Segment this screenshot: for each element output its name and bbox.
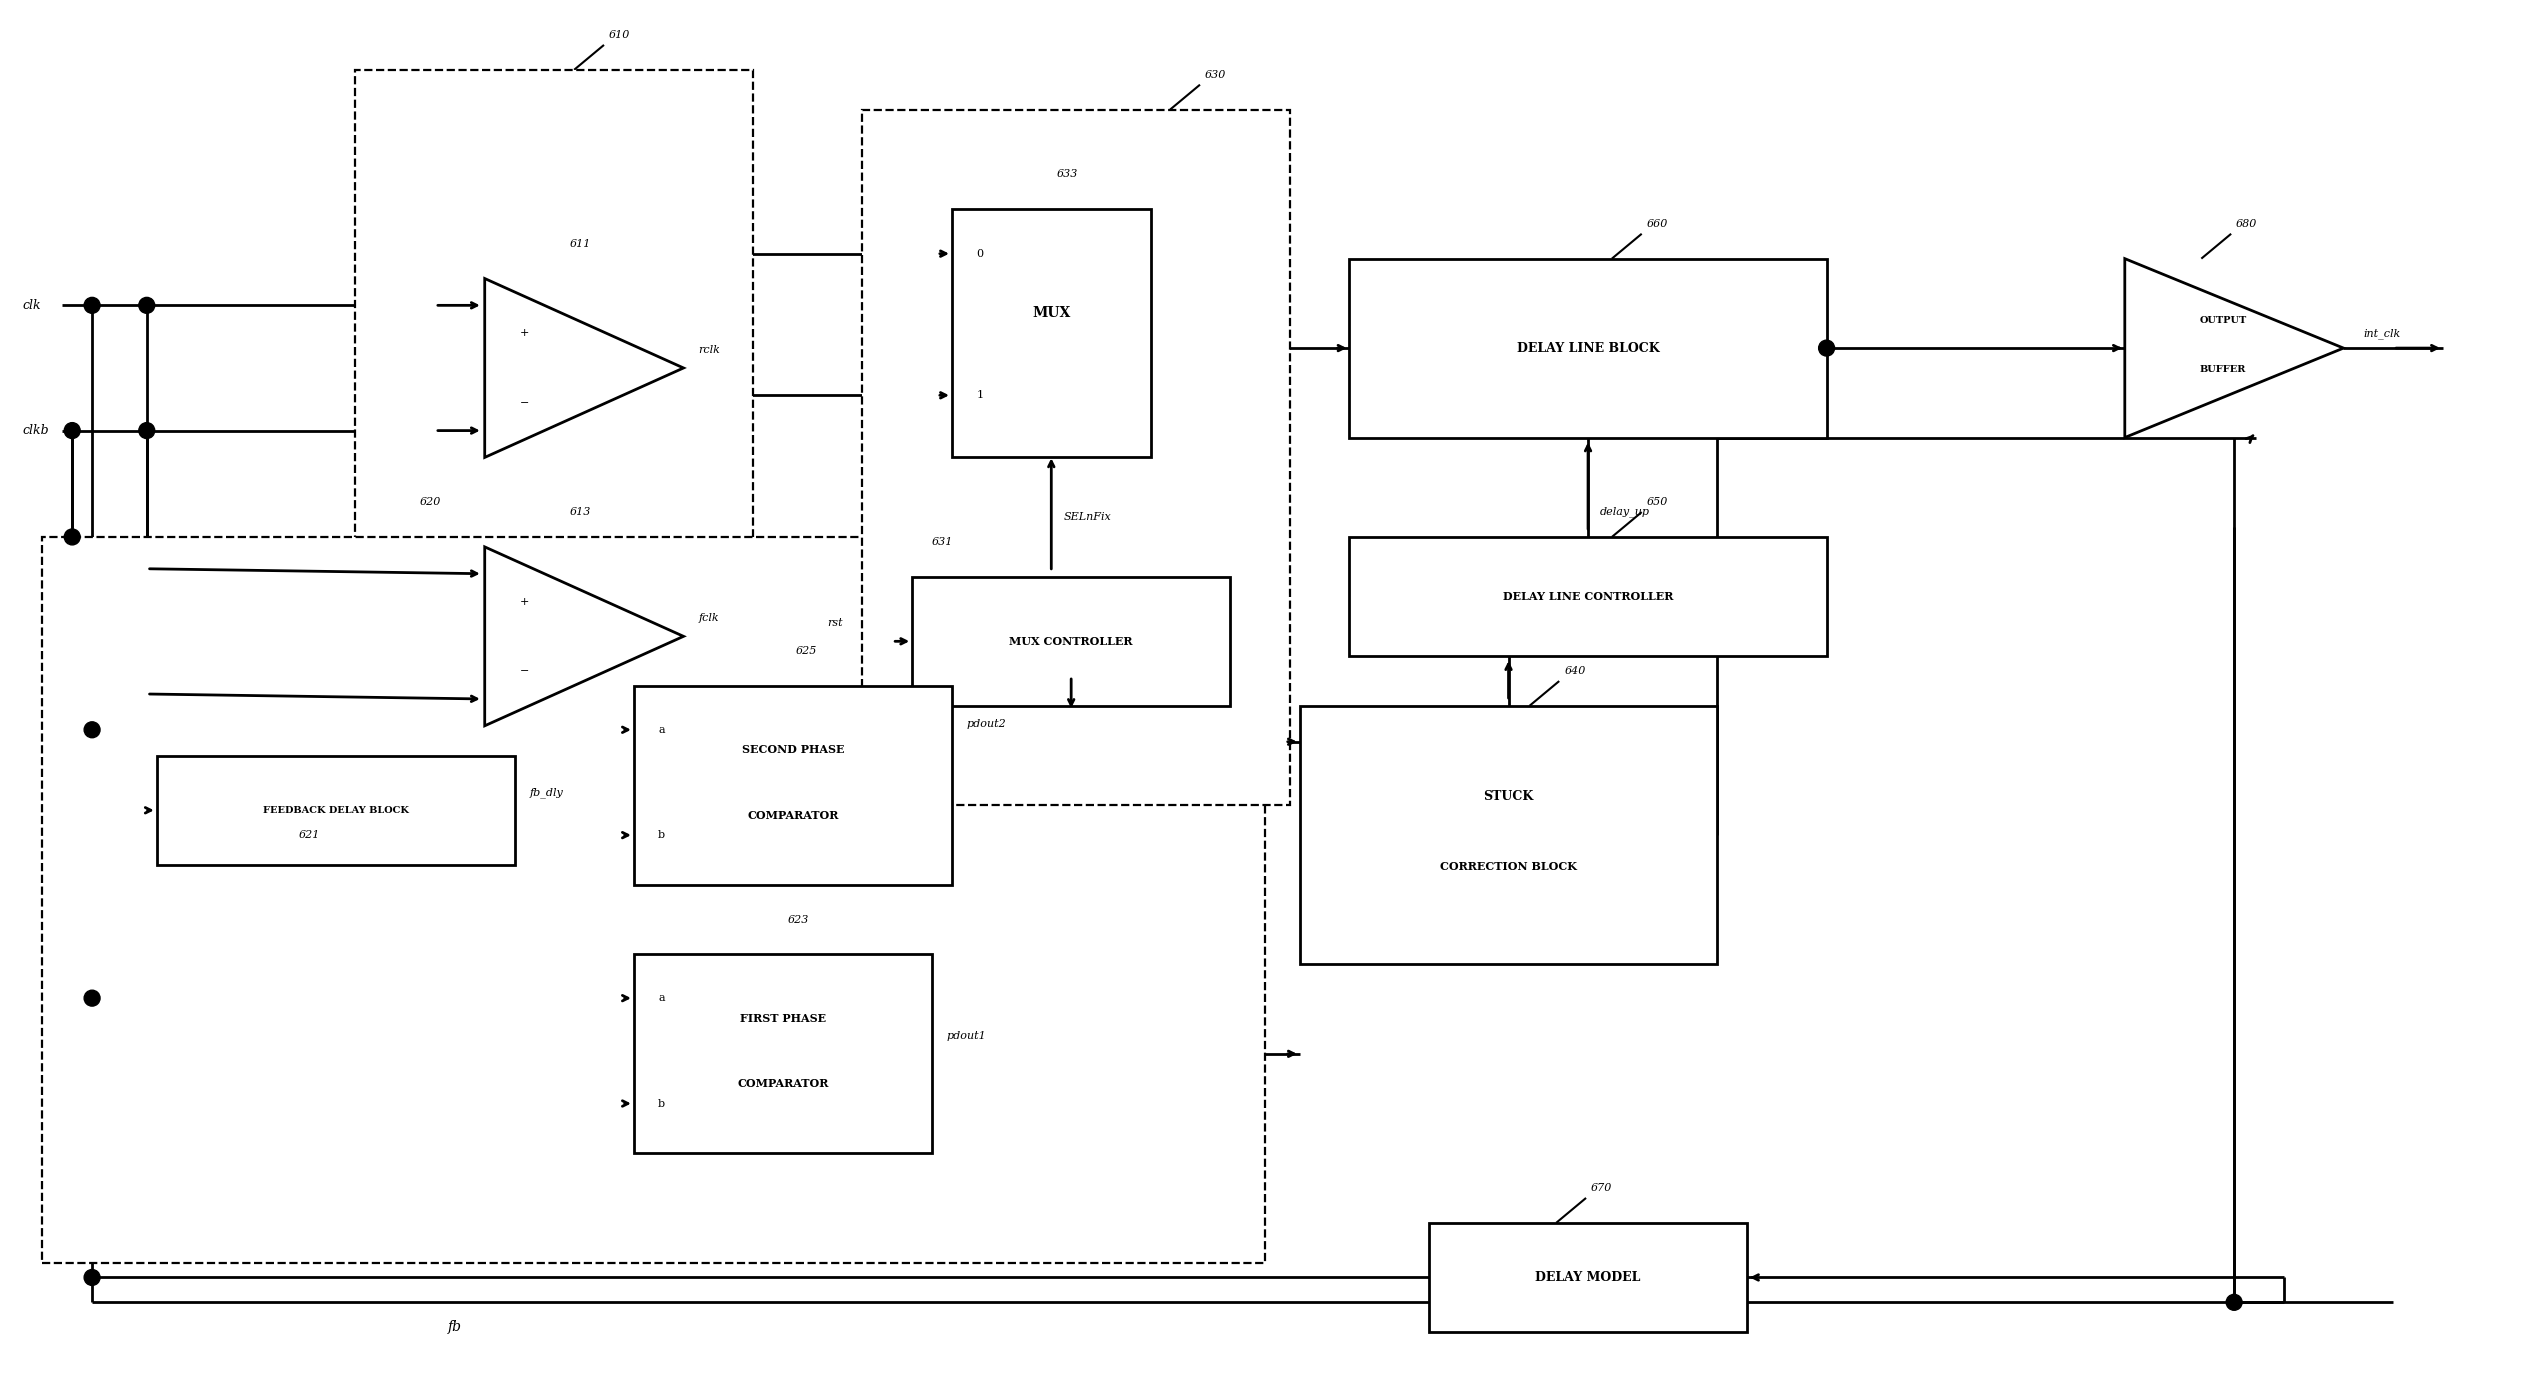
Bar [1429, 1222, 1748, 1332]
Bar [913, 577, 1229, 705]
Text: OUTPUT: OUTPUT [2200, 316, 2246, 324]
Circle shape [83, 298, 101, 313]
Circle shape [63, 529, 81, 545]
Text: int_clk: int_clk [2365, 328, 2400, 338]
Text: STUCK: STUCK [1485, 790, 1533, 802]
Text: pdout1: pdout1 [946, 1031, 986, 1041]
Text: 625: 625 [797, 646, 817, 656]
Text: DELAY LINE CONTROLLER: DELAY LINE CONTROLLER [1502, 590, 1674, 602]
Text: SECOND PHASE: SECOND PHASE [741, 744, 845, 755]
Circle shape [139, 423, 154, 438]
Circle shape [63, 423, 81, 438]
Circle shape [83, 1270, 101, 1285]
Text: MUX: MUX [1032, 306, 1070, 320]
Bar [357, 69, 754, 586]
Circle shape [1818, 340, 1834, 356]
Bar [951, 209, 1151, 457]
Text: b: b [658, 830, 665, 840]
Text: 611: 611 [569, 238, 592, 248]
Text: pdout2: pdout2 [966, 719, 1007, 729]
Bar [862, 109, 1290, 805]
Text: rclk: rclk [698, 345, 721, 355]
Text: SELnFix: SELnFix [1062, 511, 1110, 523]
Text: 0: 0 [976, 248, 984, 259]
Text: 630: 630 [1204, 69, 1227, 80]
Text: 621: 621 [298, 830, 321, 840]
Text: BUFFER: BUFFER [2200, 366, 2246, 374]
Bar [635, 686, 951, 884]
Text: FEEDBACK DELAY BLOCK: FEEDBACK DELAY BLOCK [263, 805, 410, 815]
Text: 631: 631 [933, 536, 953, 547]
Bar [1300, 705, 1717, 965]
Text: CORRECTION BLOCK: CORRECTION BLOCK [1439, 861, 1578, 872]
Text: 680: 680 [2236, 219, 2258, 229]
Bar [43, 536, 1264, 1263]
Text: fclk: fclk [698, 614, 718, 624]
Circle shape [139, 298, 154, 313]
Circle shape [83, 722, 101, 737]
Text: 640: 640 [1565, 667, 1586, 676]
Text: −: − [521, 667, 529, 676]
Text: 650: 650 [1646, 498, 1669, 507]
Text: COMPARATOR: COMPARATOR [738, 1078, 830, 1089]
Text: FIRST PHASE: FIRST PHASE [741, 1013, 827, 1023]
Text: fb: fb [448, 1319, 463, 1335]
Text: COMPARATOR: COMPARATOR [746, 809, 840, 821]
Text: +: + [521, 596, 529, 607]
Text: 1: 1 [976, 391, 984, 401]
Circle shape [2226, 1295, 2243, 1310]
Text: −: − [521, 398, 529, 407]
Text: 670: 670 [1591, 1184, 1614, 1193]
Text: 623: 623 [789, 915, 809, 924]
Bar [1350, 536, 1826, 656]
Text: 613: 613 [569, 507, 592, 517]
Text: 610: 610 [609, 30, 630, 40]
Text: DELAY LINE BLOCK: DELAY LINE BLOCK [1517, 341, 1659, 355]
Text: a: a [658, 725, 665, 735]
Text: delay_up: delay_up [1601, 507, 1649, 517]
Text: b: b [658, 1099, 665, 1109]
Text: DELAY MODEL: DELAY MODEL [1535, 1271, 1641, 1283]
Bar [1350, 259, 1826, 438]
Circle shape [83, 990, 101, 1006]
Text: MUX CONTROLLER: MUX CONTROLLER [1009, 636, 1133, 647]
Text: 633: 633 [1057, 169, 1077, 179]
Bar [635, 955, 933, 1153]
Text: +: + [521, 328, 529, 338]
Text: a: a [658, 994, 665, 1003]
Bar [157, 755, 513, 865]
Text: fb_dly: fb_dly [529, 787, 564, 798]
Text: 620: 620 [420, 498, 440, 507]
Text: clk: clk [23, 299, 40, 312]
Text: 660: 660 [1646, 219, 1669, 229]
Text: rst: rst [827, 618, 842, 628]
Text: clkb: clkb [23, 424, 48, 437]
